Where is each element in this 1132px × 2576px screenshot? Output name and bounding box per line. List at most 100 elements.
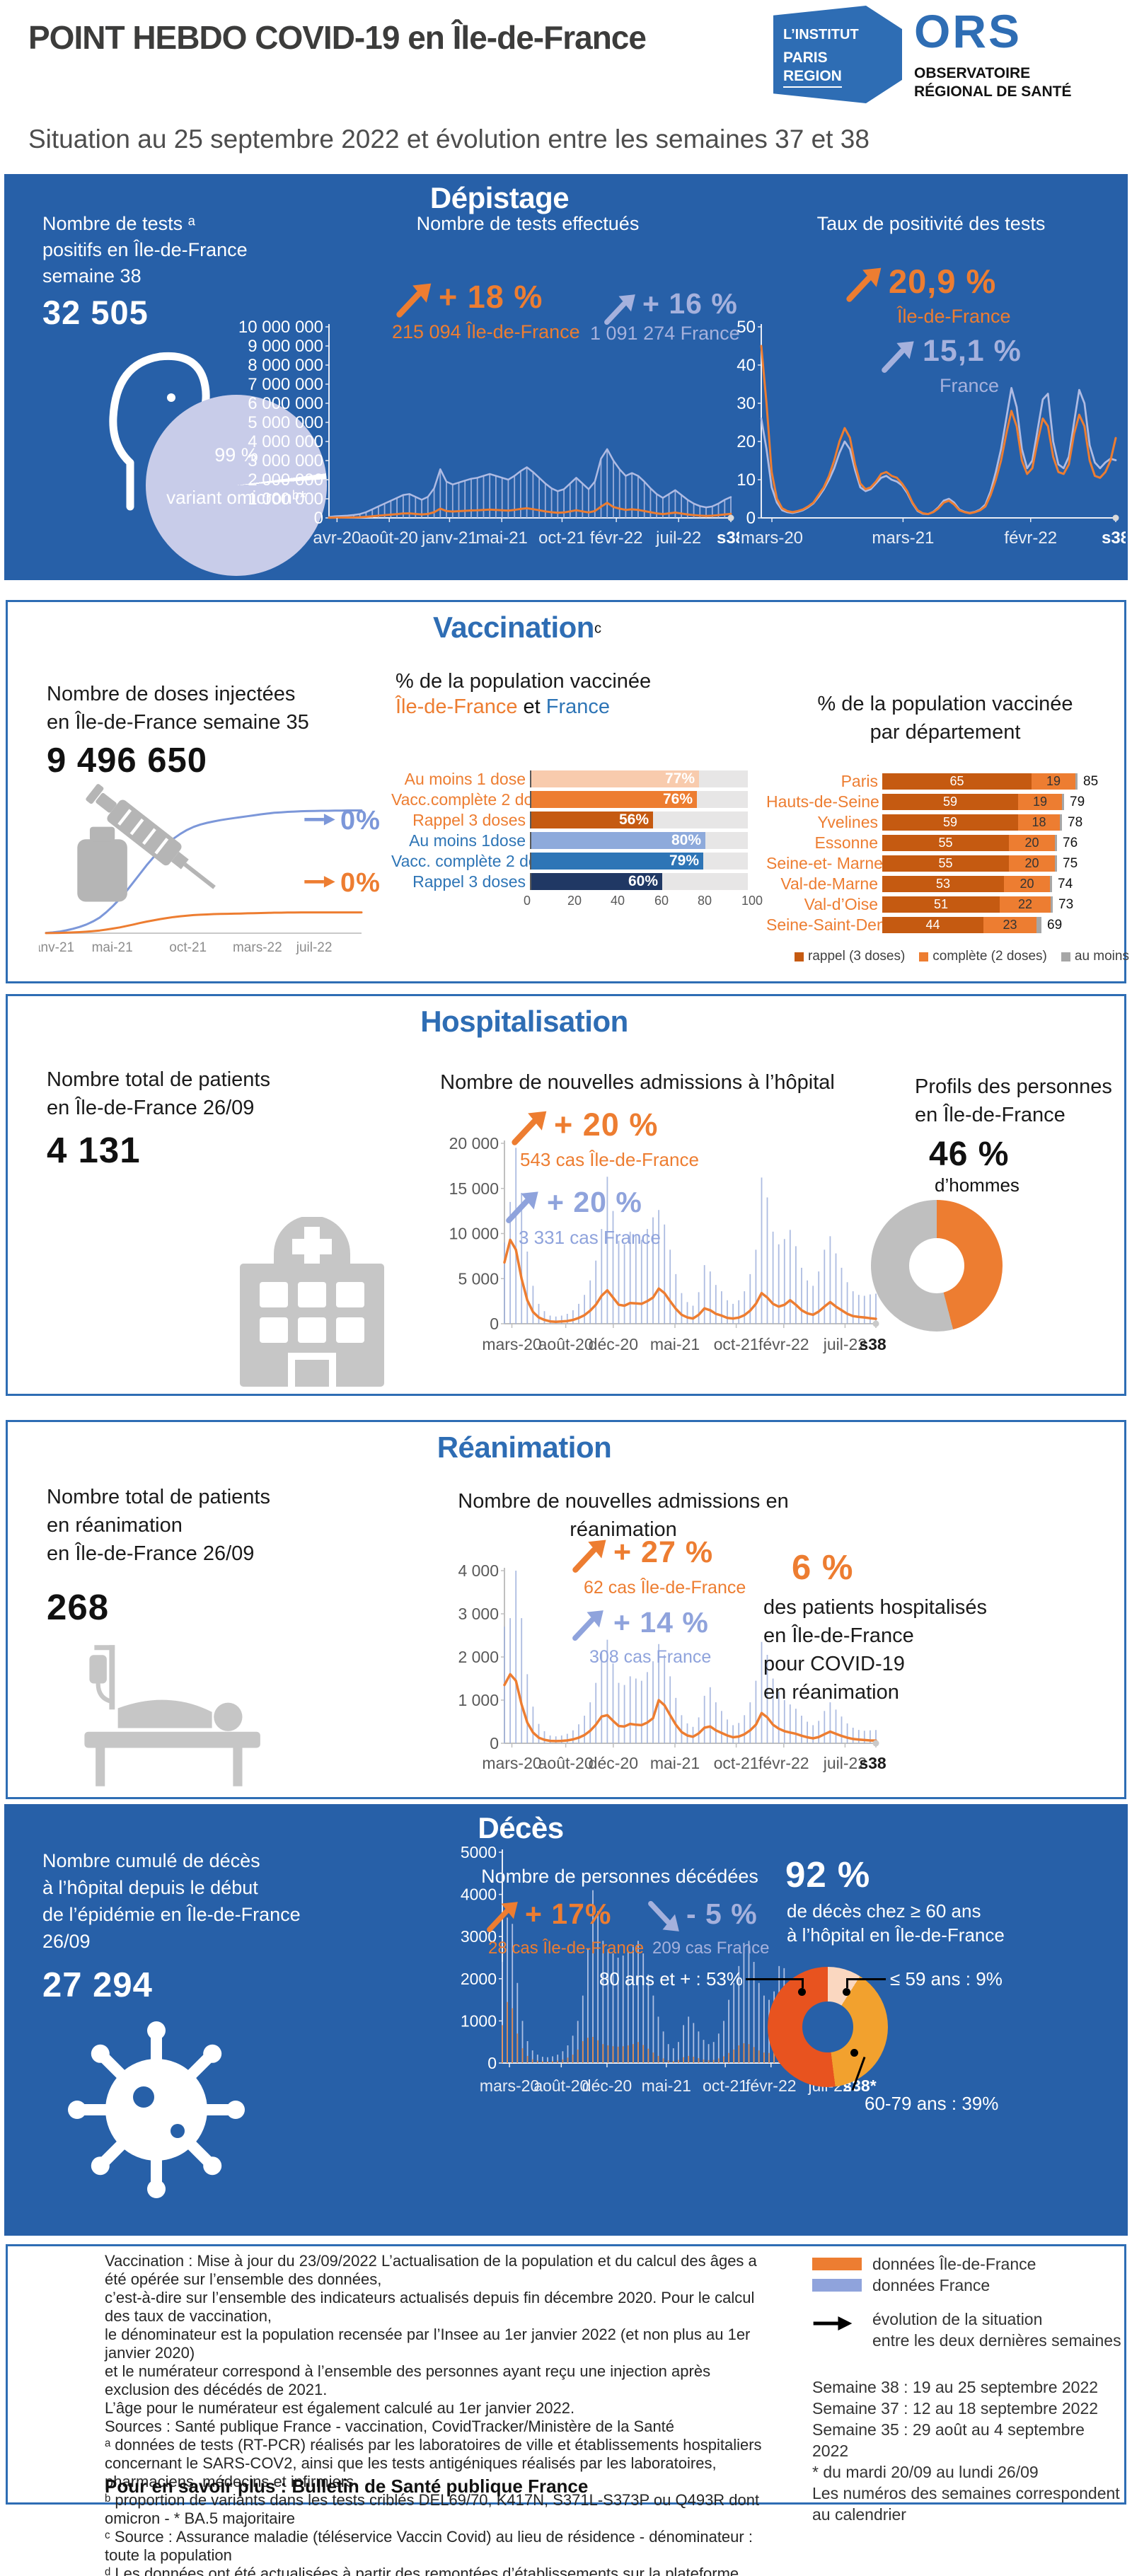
positive-tests-label-3: semaine 38 — [42, 265, 142, 287]
deces-ages-80-label: 80 ans et + : 53% — [599, 1968, 743, 1989]
vaccination-rate-track: 76% — [530, 791, 748, 808]
footer-notes: Vaccination : Mise à jour du 23/09/2022 … — [105, 2252, 770, 2576]
footer-note-line: ᵃ données de tests (RT-PCR) réalisés par… — [105, 2436, 762, 2454]
logo-line-institut: L’INSTITUT — [783, 27, 859, 42]
doses-value: 9 496 650 — [47, 741, 207, 780]
svg-text:s38: s38 — [1102, 529, 1126, 548]
deces-total-label-4: 26/09 — [42, 1931, 91, 1952]
footer-note-line: Sources : Santé publique France - vaccin… — [105, 2418, 675, 2435]
svg-text:5000: 5000 — [461, 1843, 497, 1861]
svg-text:mars-20: mars-20 — [741, 529, 803, 548]
tests-idf-caption: 215 094 Île-de-France — [392, 321, 580, 342]
variant-omicron-pie — [146, 395, 327, 576]
rea-share-value: 6 % — [792, 1549, 854, 1587]
svg-text:mai-21: mai-21 — [476, 529, 528, 548]
svg-text:oct-21: oct-21 — [538, 529, 586, 548]
svg-text:1 000: 1 000 — [458, 1691, 499, 1709]
department-label: Val-d’Oise — [804, 895, 878, 913]
department-rappel-bar: 53 — [882, 876, 1004, 892]
department-total: 74 — [1058, 876, 1073, 891]
vaccination-rate-row: Au moins 1 dose 77% — [391, 770, 773, 788]
department-rappel-bar: 59 — [882, 814, 1018, 831]
department-row: Essonne 55 20 76 — [766, 833, 1127, 852]
svg-text:9 000 000: 9 000 000 — [248, 337, 323, 356]
profils-caption: d’hommes — [935, 1174, 1020, 1196]
dept-bars-chart: Paris 65 19 85 Hauts-de-Seine 59 19 79 Yvelines 5… — [766, 772, 1132, 964]
footer-note-line: ᶜ Source : Assurance maladie (téléservic… — [105, 2528, 753, 2564]
callout-line-59-v — [846, 1978, 848, 1988]
footer-week-line: * du mardi 20/09 au lundi 26/09 — [812, 2463, 1039, 2481]
department-complete-bar: 20 — [1009, 855, 1055, 872]
dept-heading-2: par département — [870, 721, 1021, 744]
vaccination-rate-value: 56% — [618, 812, 649, 828]
department-total: 73 — [1058, 896, 1074, 912]
footer-weeks: Semaine 38 : 19 au 25 septembre 2022 Sema… — [812, 2376, 1124, 2525]
svg-text:4 000 000: 4 000 000 — [248, 432, 323, 451]
ors-logo: ORS — [914, 5, 1022, 57]
footer-more: Pour en savoir plus : Bulletin de Santé … — [105, 2476, 589, 2497]
deces-ages-label-1: de décès chez ≥ 60 ans — [787, 1900, 981, 1922]
deces-total-label-3: de l’épidémie en Île-de-France — [42, 1904, 301, 1925]
svg-text:4 000: 4 000 — [458, 1562, 499, 1580]
hosp-idf-caption: 543 cas Île-de-France — [520, 1149, 699, 1170]
pop-et: et — [517, 695, 546, 718]
hosp-total-label-2: en Île-de-France 26/09 — [47, 1097, 255, 1119]
department-label: Hauts-de-Seine — [766, 792, 879, 811]
logo-line-paris: PARIS — [783, 50, 828, 66]
svg-text:janv-21: janv-21 — [39, 940, 74, 955]
doses-label-1: Nombre de doses injectées — [47, 683, 296, 705]
pop-subheading: Île-de-France et France — [395, 695, 610, 719]
svg-text:oct-21: oct-21 — [169, 940, 207, 955]
svg-text:4000: 4000 — [461, 1885, 497, 1904]
vaccination-rate-track: 56% — [530, 812, 748, 828]
logo-line-region: REGION — [783, 68, 842, 88]
hospital-icon — [206, 1215, 418, 1387]
deces-weekly-heading: Nombre de personnes décédées — [481, 1866, 758, 1887]
right-arrow-icon — [304, 873, 336, 894]
legend-fr-swatch — [812, 2279, 862, 2292]
department-row: Paris 65 19 85 — [766, 772, 1127, 790]
vaccination-rate-row: Vacc. complète 2 doses 79% — [391, 852, 773, 870]
dept-heading-1: % de la population vaccinée — [817, 693, 1073, 715]
pop-idf: Île-de-France — [395, 695, 518, 718]
rea-admissions-chart: 4 000 3 000 2 000 1 000 0 mars-20 août-20 déc-2… — [423, 1561, 892, 1774]
rea-total-label-1: Nombre total de patients — [47, 1486, 270, 1508]
positive-tests-label-2: positifs en Île-de-France — [42, 239, 248, 260]
vaccination-rate-bar: 79% — [531, 853, 703, 870]
vaccination-rate-value: 76% — [662, 791, 693, 807]
svg-text:40: 40 — [737, 356, 756, 375]
svg-text:avr-20: avr-20 — [313, 529, 361, 548]
svg-text:3 000: 3 000 — [458, 1605, 499, 1623]
vaccination-rate-bar: 76% — [531, 791, 697, 808]
callout-line-59 — [846, 1978, 886, 1980]
deces-fr-delta: - 5 % — [686, 1898, 758, 1930]
deces-total-value: 27 294 — [42, 1966, 153, 2004]
profils-label-2: en Île-de-France — [915, 1104, 1065, 1126]
department-complete-bar: 20 — [1009, 835, 1055, 851]
legend-idf-label: données Île-de-France — [872, 2255, 1036, 2273]
callout-dot-59 — [843, 1988, 850, 1996]
deces-ages-value: 92 % — [785, 1854, 871, 1895]
svg-text:mars-20: mars-20 — [480, 2077, 539, 2095]
svg-text:0: 0 — [314, 509, 323, 528]
department-complete-bar: 19 — [1018, 794, 1062, 810]
svg-text:5 000: 5 000 — [458, 1269, 499, 1288]
reanimation-title: Réanimation — [437, 1431, 612, 1464]
svg-text:déc-20: déc-20 — [589, 1335, 638, 1353]
svg-text:févr-22: févr-22 — [1004, 529, 1057, 548]
doses-idf-delta: 0% — [340, 868, 381, 898]
profils-value: 46 % — [929, 1136, 1010, 1173]
department-dose1-bar — [1060, 814, 1062, 831]
svg-text:0: 0 — [487, 2054, 497, 2072]
hosp-admissions-chart: 20 000 15 000 10 000 5 000 0 mars-20 août-20 dé… — [423, 1133, 893, 1356]
vaccination-rate-bar: 60% — [531, 873, 662, 890]
virus-icon — [64, 2018, 248, 2202]
department-legend: rappel (3 doses) complète (2 doses) au moi… — [795, 949, 1132, 964]
department-row: Hauts-de-Seine 59 19 79 — [766, 792, 1127, 811]
svg-text:20 000: 20 000 — [449, 1134, 499, 1153]
svg-text:mai-21: mai-21 — [650, 1754, 700, 1772]
department-label: Val-de-Marne — [780, 874, 878, 893]
rea-fr-trend-arrow-icon — [571, 1607, 606, 1646]
svg-text:déc-20: déc-20 — [582, 2077, 632, 2095]
